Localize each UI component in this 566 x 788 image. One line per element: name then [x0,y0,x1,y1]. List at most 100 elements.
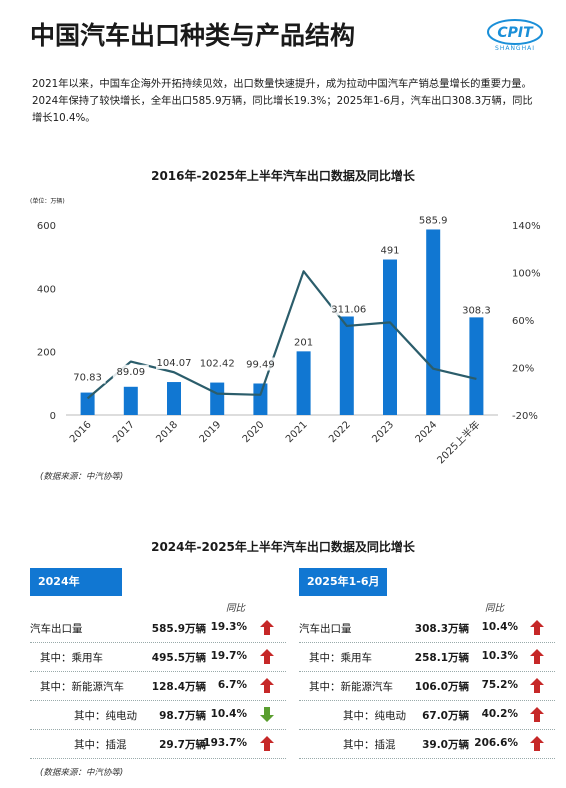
panel-2024: 2024年 同比 汽车出口量 585.9万辆 19.3% 其中：乘用车 495.5万辆 19… [30,568,286,759]
bar-label-bg [69,370,106,384]
row-yoy: 193.7% [203,737,247,749]
table-title: 2024年-2025年上半年汽车出口数据及同比增长 [151,540,415,554]
row-yoy: 206.6% [474,737,518,749]
arrow-up-icon [530,649,544,664]
row-yoy: 10.4% [481,621,518,633]
table-row: 其中：插混 39.0万辆 206.6% [299,730,555,759]
row-yoy: 40.2% [481,708,518,720]
row-value: 258.1万辆 [414,652,469,664]
bar [339,316,354,415]
y-left-tick-label: 600 [37,221,56,232]
intro-line: 增长10.4%。 [32,112,96,124]
bar [426,229,441,415]
row-label: 其中：纯电动 [74,710,137,722]
row-yoy: 19.3% [210,621,247,633]
x-tick-label: 2019 [198,419,224,445]
intro-line: 2024年保持了较快增长，全年出口585.9万辆，同比增长19.3%；2025年… [32,95,533,107]
bar-value-label: 585.9 [419,215,448,226]
export-chart: (单位：万辆) 0 200 400 600 -20% 20% 60% 100% 140% 70.83… [30,197,541,466]
bar-label-bg [242,357,279,371]
y-left-tick-label: 0 [50,411,56,422]
cpit-logo: CPIT SHANGHAI [487,19,543,52]
row-label: 其中：新能源汽车 [40,681,124,693]
chart-source: (数据来源：中汽协等) [40,472,124,482]
x-tick-label: 2017 [111,419,137,445]
row-yoy: 6.7% [217,679,247,691]
unit-note: (单位：万辆) [30,197,65,205]
panel-2025h1: 2025年1-6月 同比 汽车出口量 308.3万辆 10.4% 其中：乘用车 258.1… [299,568,555,759]
y-right-tick-label: 100% [512,269,541,280]
bar-value-label: 311.06 [331,304,366,315]
row-value: 39.0万辆 [422,739,469,751]
bar-value-label: 99.49 [246,359,275,370]
arrow-up-icon [260,649,274,664]
row-label: 其中：乘用车 [40,652,103,664]
bar-label-bg [112,364,149,378]
bar [469,317,484,415]
table-row: 汽车出口量 585.9万辆 19.3% [30,614,286,643]
row-value: 106.0万辆 [414,681,469,693]
arrow-up-icon [260,678,274,693]
row-label: 汽车出口量 [299,623,352,635]
bar [210,382,225,415]
bar-value-label: 89.09 [116,367,145,378]
bar-value-label: 104.07 [157,358,192,369]
bar-label-bg [285,335,322,349]
arrow-down-icon [260,707,274,722]
bar [123,386,138,415]
bar-label-bg [458,303,495,317]
x-tick-label: 2016 [68,419,94,445]
arrow-up-icon [530,620,544,635]
bar [253,383,268,415]
panel-header: 2024年 [30,568,122,596]
x-tick-label: 2024 [414,419,440,445]
bar-value-label: 308.3 [462,305,491,316]
row-yoy: 75.2% [481,679,518,691]
bar-label-bg [156,356,192,370]
row-value: 308.3万辆 [414,623,469,635]
bar [383,259,397,415]
row-value: 128.4万辆 [151,681,206,693]
row-value: 67.0万辆 [422,710,469,722]
bar-label-bg [199,356,236,370]
intro-line: 2021年以来，中国车企海外开拓持续见效，出口数量快速提升，成为拉动中国汽车产销… [32,78,532,90]
arrow-up-icon [530,707,544,722]
y-right-tick-label: 20% [512,364,534,375]
logo-text: CPIT [497,25,534,41]
panel-header: 2025年1-6月 [299,568,387,596]
arrow-up-icon [260,736,274,751]
table-row: 汽车出口量 308.3万辆 10.4% [299,614,555,643]
x-tick-label: 2022 [327,419,353,445]
arrow-up-icon [530,736,544,751]
y-right-tick-label: 60% [512,316,534,327]
row-label: 其中：乘用车 [309,652,372,664]
row-yoy: 10.3% [481,650,518,662]
row-value: 29.7万辆 [159,739,206,751]
table-row: 其中：插混 29.7万辆 193.7% [30,730,286,759]
row-value: 98.7万辆 [159,710,206,722]
row-value: 585.9万辆 [151,623,206,635]
row-yoy: 10.4% [210,708,247,720]
bar [80,392,95,415]
bar-label-bg [415,213,452,227]
row-label: 汽车出口量 [30,623,83,635]
bar-value-label: 102.42 [200,359,235,370]
y-left-tick-label: 400 [37,284,56,295]
x-tick-label: 2023 [370,419,396,445]
logo-subtext: SHANGHAI [495,45,535,52]
intro-paragraph: 2021年以来，中国车企海外开拓持续见效，出口数量快速提升，成为拉动中国汽车产销… [32,76,550,127]
bar-value-label: 491 [380,246,399,257]
table-row: 其中：新能源汽车 128.4万辆 6.7% [30,672,286,701]
table-row: 其中：纯电动 98.7万辆 10.4% [30,701,286,730]
arrow-up-icon [530,678,544,693]
table-row: 其中：乘用车 258.1万辆 10.3% [299,643,555,672]
x-tick-label: 2018 [154,419,180,445]
x-tick-label: 2025上半年 [434,418,482,466]
table-row: 其中：新能源汽车 106.0万辆 75.2% [299,672,555,701]
bar [167,382,181,415]
chart-title: 2016年-2025年上半年汽车出口数据及同比增长 [151,169,415,183]
x-tick-label: 2020 [241,419,267,445]
table-source: (数据来源：中汽协等) [40,768,124,778]
page-title: 中国汽车出口种类与产品结构 [30,21,356,50]
y-left-tick-label: 200 [37,348,56,359]
